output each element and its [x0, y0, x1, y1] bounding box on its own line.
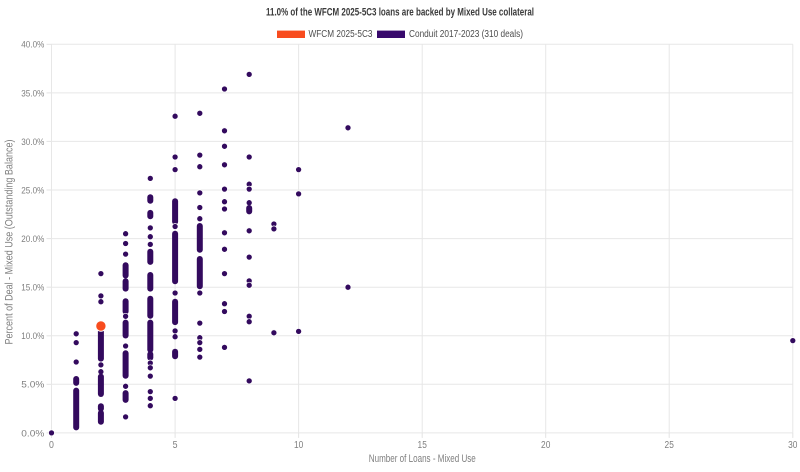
svg-text:40.0%: 40.0%	[21, 40, 44, 51]
svg-text:11.0% of the WFCM 2025-5C3 loa: 11.0% of the WFCM 2025-5C3 loans are bac…	[266, 7, 534, 19]
svg-text:20.0%: 20.0%	[21, 234, 44, 245]
svg-text:Percent of Deal - Mixed Use (O: Percent of Deal - Mixed Use (Outstanding…	[4, 140, 16, 345]
svg-text:30.0%: 30.0%	[21, 137, 44, 148]
svg-text:Number of Loans - Mixed Use: Number of Loans - Mixed Use	[369, 453, 476, 465]
svg-text:30: 30	[788, 440, 798, 451]
svg-text:Conduit 2017-2023 (310 deals): Conduit 2017-2023 (310 deals)	[409, 29, 523, 40]
svg-text:20: 20	[541, 440, 551, 451]
svg-text:15: 15	[418, 440, 428, 451]
svg-text:25: 25	[665, 440, 675, 451]
svg-text:35.0%: 35.0%	[21, 88, 44, 99]
svg-text:15.0%: 15.0%	[21, 283, 44, 294]
svg-text:25.0%: 25.0%	[21, 185, 44, 196]
svg-text:10: 10	[294, 440, 304, 451]
svg-text:5.0%: 5.0%	[21, 380, 44, 391]
svg-text:10.0%: 10.0%	[21, 331, 44, 342]
svg-text:5: 5	[173, 440, 178, 451]
svg-text:WFCM 2025-5C3: WFCM 2025-5C3	[309, 29, 373, 40]
svg-text:0.0%: 0.0%	[21, 428, 44, 439]
svg-text:0: 0	[49, 440, 54, 451]
